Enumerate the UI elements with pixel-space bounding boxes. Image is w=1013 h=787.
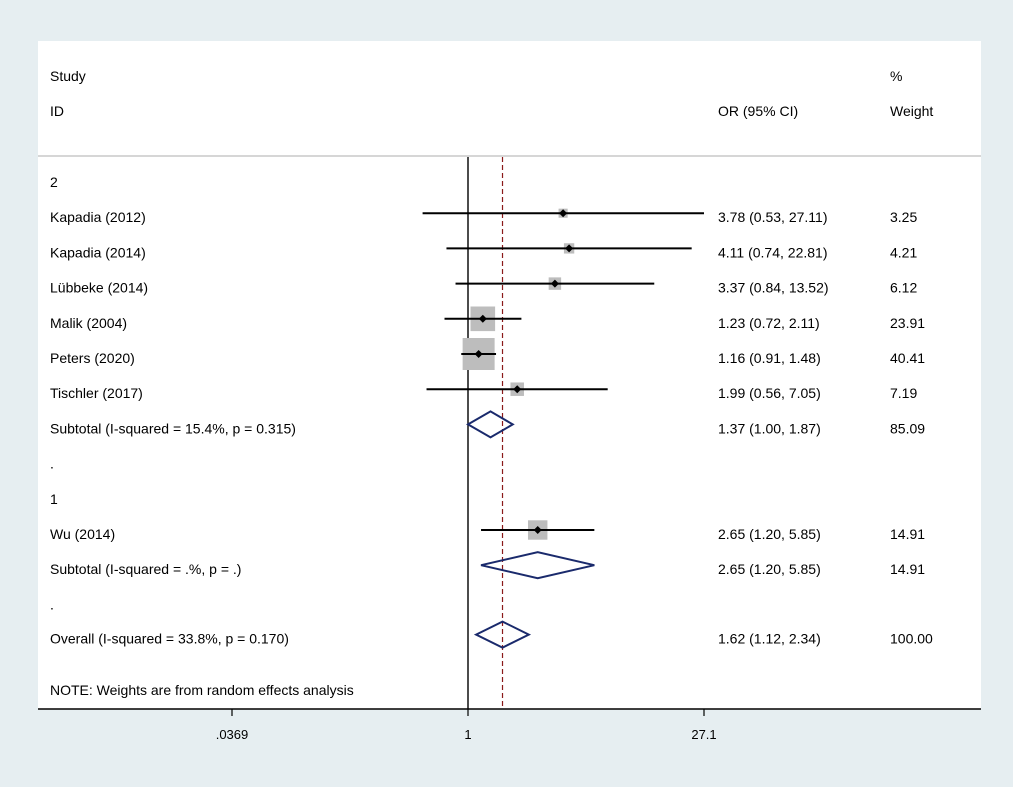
subtotal-effect: 2.65 (1.20, 5.85) [718,561,821,577]
point-estimate [550,279,559,288]
header-effect: OR (95% CI) [718,103,798,119]
point-estimate [513,385,522,394]
group-label: 1 [50,491,58,507]
forest-layer: Study ID OR (95% CI)% Weight 2 Kapadia (2012)… [38,68,981,742]
overall-weight: 100.00 [890,631,933,647]
study-label: Peters (2020) [50,350,135,366]
study-effect: 1.23 (0.72, 2.11) [718,315,820,331]
subtotal-label: Subtotal (I-squared = 15.4%, p = 0.315) [50,420,296,436]
study-weight: 3.25 [890,209,917,225]
study-label: Wu (2014) [50,526,115,542]
study-weight: 4.21 [890,244,917,260]
plot-panel [38,41,981,709]
subtotal-weight: 14.91 [890,561,925,577]
study-weight: 7.19 [890,385,917,401]
header-weight-percent: % [890,68,902,84]
study-label: Kapadia (2012) [50,209,146,225]
study-label: Malik (2004) [50,315,127,331]
study-weight: 6.12 [890,280,917,296]
x-tick-label: 27.1 [691,727,716,742]
header-id: ID [50,103,64,119]
subtotal-label: Subtotal (I-squared = .%, p = .) [50,561,241,577]
subtotal-effect: 1.37 (1.00, 1.87) [718,420,821,436]
subtotal-diamond [480,551,595,580]
study-effect: 1.99 (0.56, 7.05) [718,385,821,401]
study-effect: 2.65 (1.20, 5.85) [718,526,821,542]
study-weight: 14.91 [890,526,925,542]
separator-dot: . [50,596,54,612]
study-label: Kapadia (2014) [50,244,146,260]
study-effect: 4.11 (0.74, 22.81) [718,244,827,260]
point-estimate [474,350,483,358]
weights-note: NOTE: Weights are from random effects an… [50,682,354,698]
study-label: Tischler (2017) [50,385,143,401]
study-weight: 40.41 [890,350,925,366]
subtotal-diamond [465,410,515,439]
study-weight: 23.91 [890,315,925,331]
header-weight: Weight [890,103,933,119]
overall-diamond [473,620,532,649]
overall-label: Overall (I-squared = 33.8%, p = 0.170) [50,631,289,647]
study-effect: 3.78 (0.53, 27.11) [718,209,827,225]
group-label: 2 [50,174,58,190]
overall-effect: 1.62 (1.12, 2.34) [718,631,821,647]
header-study: Study [50,68,86,84]
point-estimate [565,244,574,253]
study-effect: 1.16 (0.91, 1.48) [718,350,821,366]
point-estimate [478,314,487,323]
point-estimate [559,209,568,218]
study-effect: 3.37 (0.84, 13.52) [718,280,829,296]
point-estimate [533,526,542,534]
subtotal-weight: 85.09 [890,420,925,436]
x-tick-label: 1 [464,727,471,742]
separator-dot: . [50,456,54,472]
x-tick-label: .0369 [216,727,249,742]
study-label: Lübbeke (2014) [50,280,148,296]
